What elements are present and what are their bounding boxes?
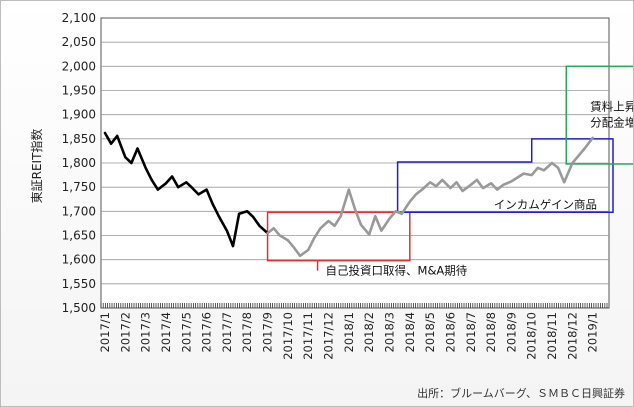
x-tick-label: 2018/11 xyxy=(545,312,559,360)
annotation-income: インカムゲイン商品 xyxy=(494,197,597,211)
x-tick-label: 2017/8 xyxy=(240,312,254,352)
x-tick-label: 2018/8 xyxy=(484,312,498,352)
x-tick-label: 2017/6 xyxy=(200,312,214,352)
x-tick-label: 2017/1 xyxy=(98,312,112,352)
x-tick-label: 2017/10 xyxy=(281,312,295,360)
y-tick-label: 1,700 xyxy=(62,204,96,218)
y-tick-label: 1,750 xyxy=(62,180,96,194)
x-tick-label: 2018/7 xyxy=(464,312,478,352)
x-tick-label: 2017/9 xyxy=(261,312,275,352)
x-tick-label: 2017/2 xyxy=(118,312,132,352)
y-tick-label: 1,800 xyxy=(62,156,96,170)
x-tick-label: 2018/2 xyxy=(362,312,376,352)
x-tick-label: 2018/10 xyxy=(525,312,539,360)
y-axis-label: 東証REIT指数 xyxy=(29,129,44,204)
y-tick-label: 2,050 xyxy=(62,35,96,49)
annotation-rent-line: 賃料上昇等での xyxy=(590,99,633,113)
series-line-actual xyxy=(103,131,269,248)
annotation-buyback: 自己投資口取得、M&A期待 xyxy=(326,264,468,278)
x-minor-ticks xyxy=(100,303,608,308)
region-box-rent xyxy=(565,65,633,165)
y-tick-label: 1,650 xyxy=(62,229,96,243)
y-tick-label: 2,000 xyxy=(62,59,96,73)
y-tick-label: 1,850 xyxy=(62,132,96,146)
annotation-regions xyxy=(266,65,633,271)
x-tick-label: 2017/3 xyxy=(139,312,153,352)
x-tick-label: 2018/12 xyxy=(565,312,579,360)
annotation-bg xyxy=(321,261,487,279)
x-tick-label: 2017/7 xyxy=(220,312,234,352)
y-tick-label: 1,500 xyxy=(62,301,96,315)
x-tick-label: 2017/12 xyxy=(322,312,336,360)
grid-lines xyxy=(100,17,610,309)
y-tick-label: 1,900 xyxy=(62,108,96,122)
x-tick-label: 2018/1 xyxy=(342,312,356,352)
y-tick-label: 1,600 xyxy=(62,253,96,267)
source-note: 出所：ブルームバーグ、ＳＭＢＣ日興証券 xyxy=(417,386,625,400)
x-tick-label: 2017/5 xyxy=(179,312,193,352)
y-tick-label: 2,100 xyxy=(62,11,96,25)
series-line-later xyxy=(266,136,595,258)
region-box-income xyxy=(396,138,614,214)
series-lines xyxy=(103,131,595,258)
region-box-buyback xyxy=(266,211,411,262)
y-tick-label: 1,550 xyxy=(62,277,96,291)
x-tick-label: 2018/5 xyxy=(423,312,437,352)
y-axis: 1,500 1,550 1,600 1,650 1,700 1,750 1,800 1,850… xyxy=(62,11,96,315)
x-tick-label: 2018/6 xyxy=(443,312,457,352)
x-axis: 2017/1 2017/2 2017/3 2017/4 2017/5 2017/6 2017… xyxy=(98,303,608,360)
x-tick-label: 2018/9 xyxy=(504,312,518,352)
x-tick-label: 2019/1 xyxy=(586,312,600,352)
x-tick-label: 2018/3 xyxy=(383,312,397,352)
x-tick-label: 2017/11 xyxy=(301,312,315,360)
y-tick-label: 1,950 xyxy=(62,84,96,98)
annotation-rent-line: 分配金増加期待 xyxy=(590,115,633,129)
annotation-texts: 自己投資口取得、M&A期待 インカムゲイン商品 賃料上昇等での分配金増加期待 xyxy=(321,99,633,279)
x-tick-label: 2017/4 xyxy=(159,312,173,352)
x-tick-label: 2018/4 xyxy=(403,312,417,352)
